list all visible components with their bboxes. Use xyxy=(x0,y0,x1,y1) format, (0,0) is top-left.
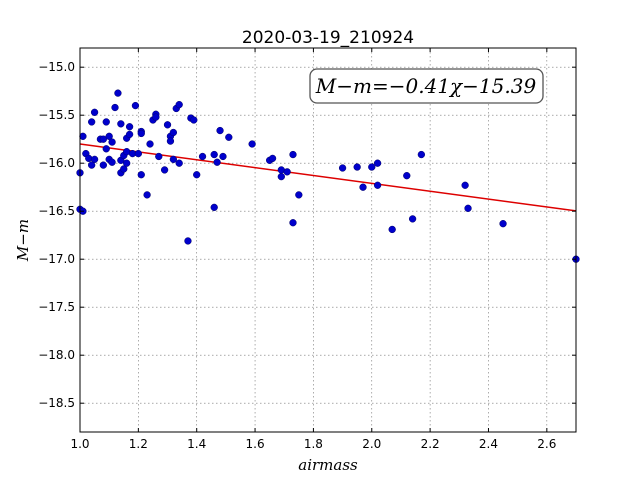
y-tick-label: −18.0 xyxy=(38,348,75,362)
data-point xyxy=(123,159,131,167)
data-point xyxy=(338,164,347,172)
data-point xyxy=(160,166,169,174)
data-point xyxy=(90,155,99,164)
fit-equation-text: M−m=−0.41χ−15.39 xyxy=(315,74,537,98)
data-point xyxy=(88,161,96,169)
y-tick-label: −15.5 xyxy=(38,108,75,122)
data-point xyxy=(137,171,145,179)
fit-line xyxy=(79,143,577,212)
x-tick-label: 2.4 xyxy=(479,437,498,451)
data-point xyxy=(373,159,382,167)
data-point xyxy=(88,118,96,126)
data-point xyxy=(155,152,163,161)
data-point xyxy=(210,203,218,212)
data-point xyxy=(90,108,99,116)
data-point xyxy=(169,155,178,164)
data-point xyxy=(108,138,116,146)
x-tick-label: 2.0 xyxy=(362,437,381,451)
x-tick-label: 2.2 xyxy=(421,437,440,451)
data-point xyxy=(213,158,221,166)
data-point xyxy=(117,120,125,128)
y-tick-label: −16.5 xyxy=(38,204,75,218)
data-point xyxy=(295,191,303,199)
data-point xyxy=(190,116,198,124)
data-point xyxy=(108,158,116,166)
data-point xyxy=(102,145,110,153)
data-point xyxy=(152,113,160,121)
data-point xyxy=(499,220,507,228)
data-point xyxy=(111,103,119,112)
data-point xyxy=(102,118,110,126)
data-point xyxy=(216,126,224,135)
data-point xyxy=(408,215,417,223)
x-tick-label: 1.4 xyxy=(187,437,206,451)
data-point xyxy=(464,204,472,212)
data-point xyxy=(461,181,469,189)
x-axis-label: airmass xyxy=(298,456,358,474)
data-point xyxy=(125,123,134,131)
data-point xyxy=(131,101,140,110)
data-point xyxy=(283,168,291,176)
data-point xyxy=(353,163,361,171)
x-tick-label: 1.2 xyxy=(129,437,148,451)
data-point xyxy=(268,154,277,163)
data-point xyxy=(120,165,128,173)
data-point xyxy=(289,150,297,159)
data-point xyxy=(125,130,134,139)
y-tick-label: −17.5 xyxy=(38,300,75,314)
data-point xyxy=(193,171,201,179)
data-point xyxy=(175,159,183,167)
data-point xyxy=(373,181,382,189)
fit-equation-annotation: M−m=−0.41χ−15.39 xyxy=(309,68,544,104)
data-point xyxy=(184,237,192,245)
plot-frame xyxy=(79,47,577,433)
fit-line-layer xyxy=(79,143,577,212)
data-point xyxy=(143,191,151,199)
data-point xyxy=(169,128,178,137)
data-point xyxy=(225,133,233,141)
data-point xyxy=(248,140,256,148)
data-point xyxy=(359,183,367,191)
data-point xyxy=(79,132,87,140)
chart-title: 2020-03-19_210924 xyxy=(242,28,414,48)
x-tick-label: 1.6 xyxy=(246,437,265,451)
data-point xyxy=(166,137,175,145)
data-point xyxy=(198,152,207,161)
data-point xyxy=(146,140,154,148)
data-point xyxy=(277,172,285,181)
x-tick-label: 2.6 xyxy=(537,437,556,451)
data-point xyxy=(368,163,376,171)
data-point xyxy=(114,89,122,97)
data-point xyxy=(105,132,113,140)
data-point xyxy=(289,219,297,227)
data-point xyxy=(417,150,426,159)
x-tick-label: 1.8 xyxy=(304,437,323,451)
axis-ticks: 1.0 1.2 1.4 1.6 1.8 2.0 2.2 2.4 2.6 −15.0 −15.5 −16… xyxy=(38,48,576,451)
annotation-box xyxy=(309,68,544,104)
data-point xyxy=(163,121,172,129)
grid xyxy=(79,48,576,432)
x-tick-label: 1.0 xyxy=(70,437,89,451)
data-point xyxy=(99,161,107,169)
y-tick-label: −17.0 xyxy=(38,252,75,266)
data-point xyxy=(134,149,143,158)
data-point xyxy=(388,225,396,234)
data-point xyxy=(403,172,411,180)
data-point xyxy=(99,135,107,143)
y-axis-label: M−m xyxy=(14,219,32,262)
data-point xyxy=(175,100,183,109)
data-point xyxy=(210,150,218,159)
y-tick-label: −15.0 xyxy=(38,60,75,74)
data-point xyxy=(219,152,227,161)
y-tick-label: −16.0 xyxy=(38,156,75,170)
y-tick-label: −18.5 xyxy=(38,396,75,410)
data-point xyxy=(137,129,145,138)
